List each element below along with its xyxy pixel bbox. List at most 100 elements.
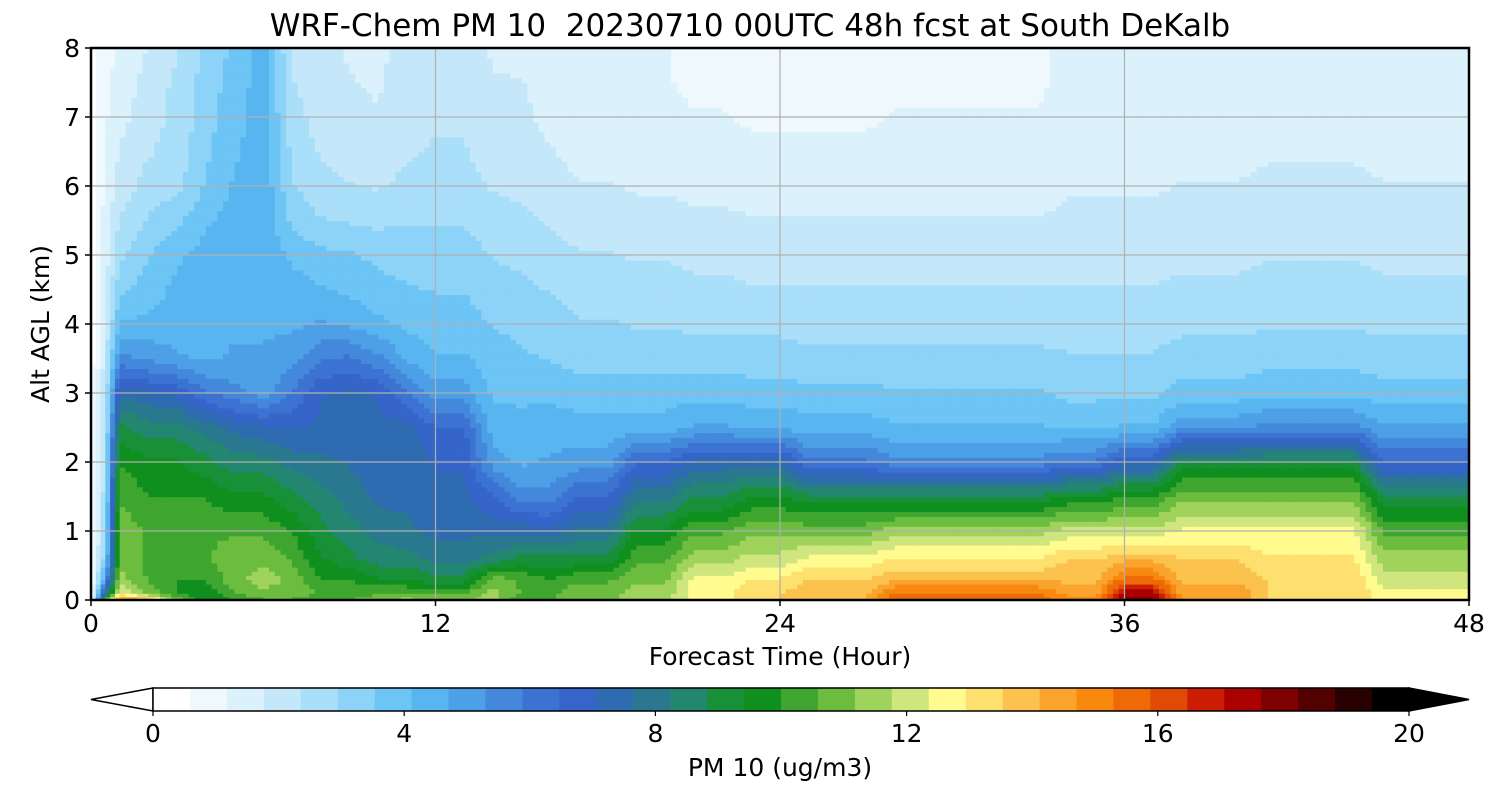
- pm10-cell: [200, 176, 207, 182]
- pm10-cell: [171, 407, 178, 414]
- pm10-cell: [205, 417, 213, 424]
- pm10-cell: [188, 146, 196, 153]
- pm10-cell: [320, 328, 328, 335]
- pm10-cell: [136, 476, 144, 483]
- pm10-cell: [159, 457, 167, 463]
- pm10-cell: [188, 328, 196, 335]
- pm10-cell: [343, 476, 351, 483]
- pm10-cell: [291, 250, 299, 256]
- pm10-cell: [343, 333, 351, 340]
- pm10-cell: [142, 195, 150, 202]
- pm10-cell: [263, 171, 270, 177]
- pm10-cell: [223, 166, 230, 172]
- pm10-cell: [154, 259, 161, 266]
- pm10-cell: [274, 319, 282, 325]
- pm10-cell: [205, 156, 213, 163]
- pm10-cell: [291, 240, 299, 246]
- pm10-cell: [105, 284, 111, 291]
- pm10-cell: [314, 97, 322, 103]
- pm10-cell: [303, 210, 310, 217]
- pm10-cell: [110, 558, 116, 564]
- pm10-cell: [114, 388, 121, 394]
- pm10-cell: [314, 437, 322, 443]
- pm10-cell: [154, 48, 161, 54]
- pm10-cell: [100, 141, 107, 148]
- pm10-cell: [148, 250, 155, 256]
- pm10-cell: [182, 558, 190, 564]
- pm10-cell: [205, 383, 213, 389]
- pm10-cell: [337, 314, 345, 320]
- pm10-cell: [223, 333, 230, 340]
- pm10-cell: [291, 535, 299, 541]
- pm10-cell: [182, 255, 190, 261]
- pm10-cell: [297, 102, 305, 108]
- pm10-cell: [303, 136, 310, 143]
- pm10-cell: [105, 151, 111, 158]
- pm10-cell: [234, 437, 241, 443]
- pm10-cell: [286, 309, 293, 315]
- pm10-cell: [136, 112, 144, 118]
- pm10-cell: [309, 97, 316, 103]
- pm10-cell: [200, 562, 207, 568]
- pm10-cell: [95, 388, 102, 394]
- pm10-cell: [171, 250, 178, 256]
- pm10-cell: [205, 314, 213, 320]
- pm10-cell: [280, 186, 287, 192]
- pm10-cell: [154, 437, 161, 443]
- pm10-cell: [110, 269, 116, 276]
- pm10-cell: [159, 506, 167, 512]
- pm10-cell: [240, 200, 247, 207]
- pm10-cell: [320, 575, 328, 580]
- pm10-cell: [320, 412, 328, 419]
- pm10-cell: [110, 190, 116, 197]
- pm10-cell: [251, 481, 259, 488]
- pm10-cell: [217, 269, 224, 276]
- pm10-cell: [165, 255, 173, 261]
- pm10-cell: [257, 235, 264, 241]
- pm10-cell: [131, 506, 138, 512]
- pm10-cell: [223, 156, 230, 163]
- pm10-cell: [159, 102, 167, 108]
- pm10-cell: [211, 269, 219, 276]
- pm10-cell: [291, 107, 299, 113]
- pm10-cell: [131, 279, 138, 286]
- pm10-cell: [194, 549, 201, 555]
- pm10-cell: [105, 432, 111, 439]
- pm10-cell: [119, 240, 127, 246]
- pm10-cell: [234, 506, 241, 512]
- pm10-cell: [114, 72, 121, 79]
- pm10-cell: [159, 333, 167, 340]
- pm10-cell: [154, 427, 161, 434]
- pm10-cell: [211, 333, 219, 340]
- pm10-cell: [257, 161, 264, 167]
- pm10-cell: [194, 328, 201, 335]
- pm10-cell: [223, 181, 230, 187]
- pm10-cell: [280, 309, 287, 315]
- pm10-cell: [337, 466, 345, 473]
- pm10-cell: [200, 452, 207, 458]
- pm10-cell: [251, 447, 259, 453]
- pm10-cell: [211, 62, 219, 69]
- pm10-cell: [268, 250, 276, 256]
- pm10-cell: [177, 549, 184, 555]
- pm10-cell: [119, 471, 127, 478]
- pm10-cell: [240, 309, 247, 315]
- pm10-cell: [177, 486, 184, 493]
- pm10-cell: [205, 279, 213, 286]
- pm10-cell: [268, 544, 276, 551]
- pm10-cell: [148, 521, 155, 527]
- pm10-cell: [182, 363, 190, 370]
- pm10-cell: [257, 486, 264, 493]
- pm10-cell: [309, 368, 316, 374]
- pm10-cell: [171, 52, 178, 59]
- pm10-cell: [343, 407, 351, 414]
- pm10-cell: [114, 309, 121, 315]
- pm10-cell: [194, 82, 201, 89]
- pm10-cell: [337, 299, 345, 305]
- pm10-cell: [205, 205, 213, 212]
- pm10-cell: [114, 427, 121, 434]
- pm10-cell: [159, 126, 167, 133]
- pm10-cell: [234, 77, 241, 84]
- pm10-cell: [309, 447, 316, 453]
- pm10-cell: [280, 48, 287, 54]
